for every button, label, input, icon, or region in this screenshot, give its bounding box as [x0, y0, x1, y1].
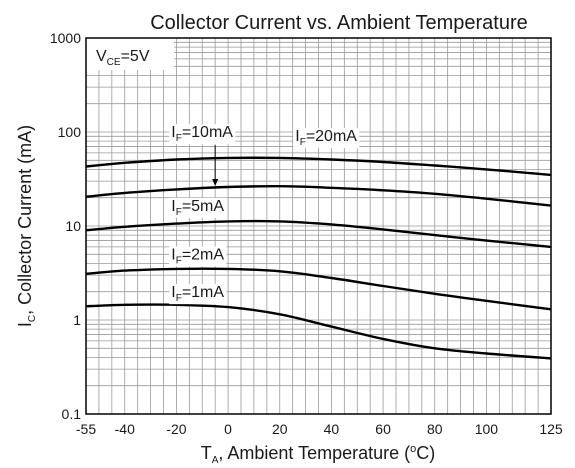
- y-tick-label: 1: [73, 312, 81, 328]
- series-label: IF=10mA: [171, 124, 233, 144]
- series-labels: IF=20mA IF=10mA IF=5mA IF=2mA IF=1mA: [169, 124, 360, 305]
- series-label-background: [169, 284, 227, 305]
- y-tick-label: 10: [65, 218, 81, 234]
- x-tick-label: 40: [324, 421, 340, 437]
- x-tick-label: -20: [166, 421, 186, 437]
- x-tick-label: 60: [375, 421, 391, 437]
- chart-title: Collector Current vs. Ambient Temperatur…: [150, 12, 528, 34]
- x-axis-label: TA, Ambient Temperature (oC): [201, 443, 436, 466]
- x-tick-label: -40: [115, 421, 135, 437]
- y-tick-label: 0.1: [62, 406, 82, 422]
- y-tick-label: 100: [58, 124, 82, 140]
- series-line: [85, 184, 552, 207]
- series-label-background: [169, 246, 227, 267]
- x-tick-label: 0: [224, 421, 232, 437]
- series-label-background: [293, 128, 360, 149]
- series-curves: [85, 156, 552, 360]
- y-tick-labels: 0.1 1 10 100 1000: [50, 30, 81, 422]
- series-label: IF=1mA: [171, 284, 224, 304]
- series-label: IF=20mA: [295, 128, 357, 148]
- series-label: IF=2mA: [171, 247, 224, 267]
- series-line: [85, 156, 552, 177]
- series-line: [85, 219, 552, 249]
- series-label-background: [169, 124, 236, 145]
- series-label-background: [169, 197, 227, 218]
- x-tick-labels: -55 -40 -20 0 20 40 60 80 100 125: [76, 421, 563, 437]
- y-axis-label: IC, Collector Current (mA): [15, 125, 38, 327]
- x-tick-label: 125: [539, 421, 563, 437]
- series-line: [85, 267, 552, 311]
- condition-box: [86, 38, 174, 70]
- plot-frame: [85, 37, 552, 415]
- condition-label: VCE=5V: [96, 48, 150, 68]
- series-line: [85, 303, 552, 360]
- x-tick-label: 80: [427, 421, 443, 437]
- label-arrow-head: [212, 178, 219, 186]
- x-tick-label: 100: [475, 421, 499, 437]
- x-tick-label: -55: [76, 421, 96, 437]
- series-label: IF=5mA: [171, 198, 224, 218]
- y-tick-label: 1000: [50, 30, 81, 46]
- grid: [86, 38, 551, 414]
- x-tick-label: 20: [272, 421, 288, 437]
